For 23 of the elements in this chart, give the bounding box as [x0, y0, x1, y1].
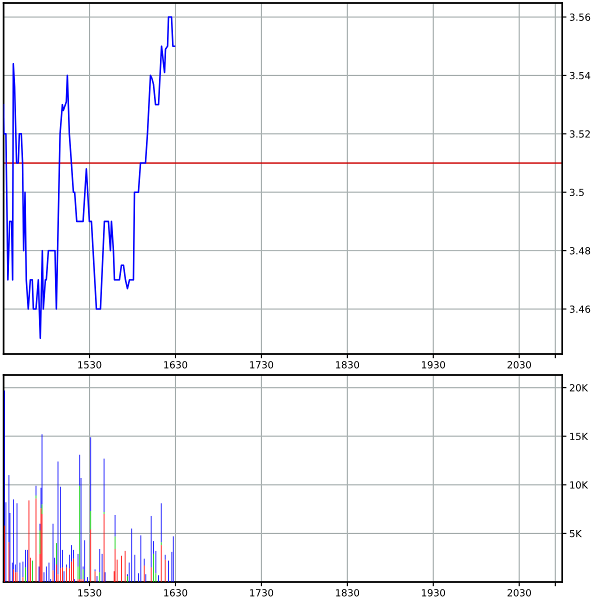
x-tick-label: 1830: [336, 589, 360, 596]
x-tick-label: 1630: [164, 589, 188, 596]
y-tick-label: 3.5: [570, 188, 584, 196]
y-tick-label: 15K: [570, 432, 588, 440]
y-tick-label: 10K: [570, 481, 588, 489]
x-tick-label: 1730: [250, 361, 274, 368]
y-tick-label: 3.56: [570, 13, 590, 21]
y-tick-label: 3.46: [570, 306, 590, 313]
line-series: [4, 16, 176, 339]
x-tick-label: 2030: [508, 361, 531, 368]
x-tick-label: 1830: [336, 361, 360, 368]
y-tick-label: 20K: [570, 384, 588, 392]
y-tick-label: 3.54: [570, 72, 590, 80]
x-tick-label: 2030: [508, 589, 531, 596]
y-tick-label: 3.48: [570, 247, 590, 254]
x-tick-label: 1530: [78, 589, 102, 596]
x-tick-label: 1930: [422, 361, 446, 368]
x-tick-label: 1630: [164, 361, 188, 368]
x-tick-label: 1530: [78, 361, 102, 368]
y-tick-label: 3.52: [570, 130, 590, 138]
x-tick-label: 1930: [422, 589, 446, 596]
x-tick-label: 1730: [250, 589, 274, 596]
y-tick-label: 5K: [570, 530, 582, 538]
